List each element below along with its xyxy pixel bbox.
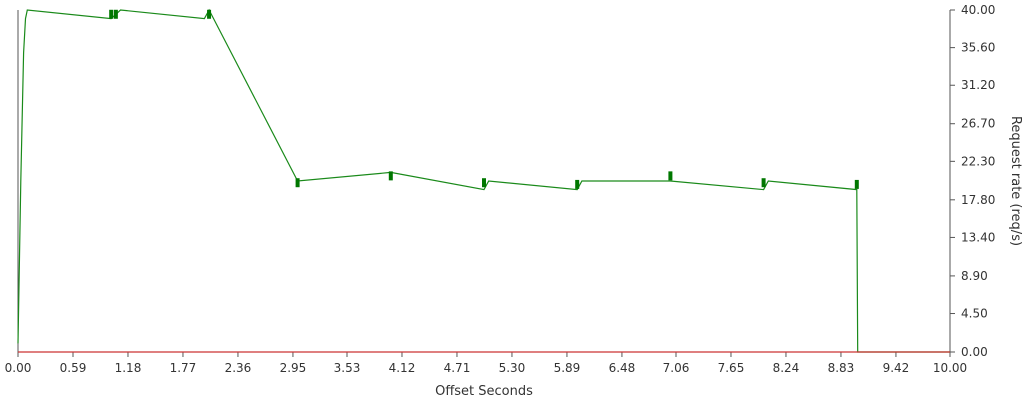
x-tick-label: 1.18 — [115, 361, 142, 375]
x-tick-label: 10.00 — [933, 361, 967, 375]
y-tick-label: 22.30 — [961, 154, 995, 168]
x-tick-label: 2.36 — [225, 361, 252, 375]
x-tick-label: 5.89 — [554, 361, 581, 375]
x-tick-label: 2.95 — [280, 361, 307, 375]
y-tick-label: 40.00 — [961, 3, 995, 17]
y-tick-label: 26.70 — [961, 117, 995, 131]
data-marker — [668, 171, 673, 181]
x-tick-label: 7.65 — [718, 361, 745, 375]
x-tick-label: 1.77 — [170, 361, 197, 375]
x-tick-label: 0.00 — [5, 361, 32, 375]
x-tick-label: 0.59 — [60, 361, 87, 375]
data-marker — [295, 178, 300, 188]
data-marker — [113, 9, 118, 19]
axes: 0.00 0.59 1.18 1.77 2.36 2.95 3.53 4.12 4.71 5.30… — [5, 3, 996, 375]
x-tick-label: 4.12 — [389, 361, 416, 375]
data-marker — [854, 179, 859, 189]
x-tick-label: 8.24 — [773, 361, 800, 375]
data-marker — [575, 179, 580, 189]
x-tick-label: 8.83 — [828, 361, 855, 375]
y-tick-label: 4.50 — [961, 307, 988, 321]
x-tick-label: 3.53 — [334, 361, 361, 375]
data-marker — [207, 9, 212, 19]
y-tick-label: 17.80 — [961, 193, 995, 207]
x-tick-label: 9.42 — [883, 361, 910, 375]
data-marker — [482, 178, 486, 188]
y-tick-label: 31.20 — [961, 78, 995, 92]
y-tick-label: 13.40 — [961, 230, 995, 244]
y-tick-label: 0.00 — [961, 345, 988, 359]
data-marker — [761, 178, 766, 188]
x-tick-label: 7.06 — [663, 361, 690, 375]
x-tick-label: 6.48 — [609, 361, 636, 375]
plot-area — [17, 8, 950, 353]
data-marker — [109, 9, 114, 19]
x-tick-label: 4.71 — [444, 361, 471, 375]
data-marker — [388, 171, 393, 181]
x-tick-label: 5.30 — [499, 361, 526, 375]
y-axis-title: Request rate (req/s) — [1008, 116, 1023, 246]
y-tick-label: 8.90 — [961, 269, 988, 283]
y-tick-label: 35.60 — [961, 41, 995, 55]
x-axis-title: Offset Seconds — [435, 384, 533, 399]
